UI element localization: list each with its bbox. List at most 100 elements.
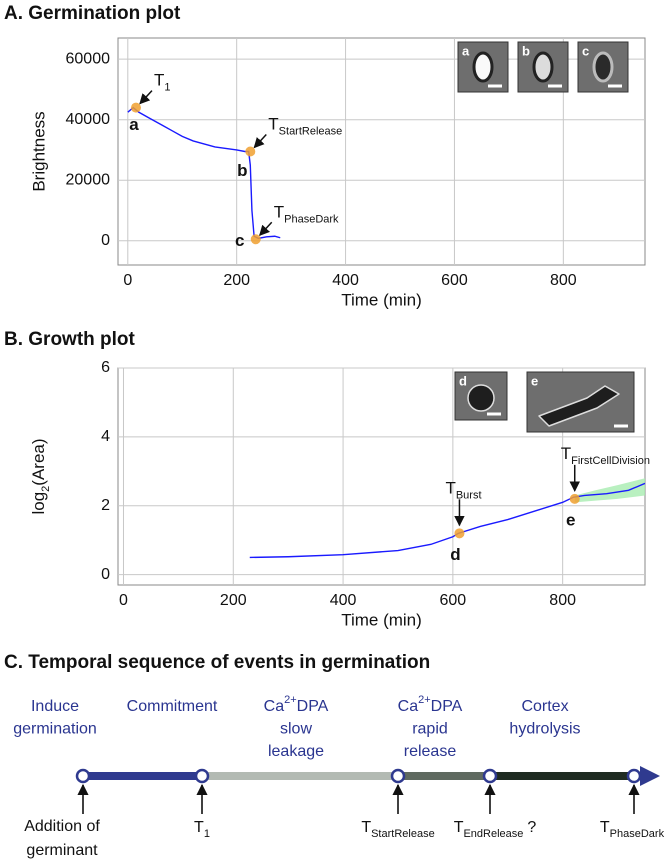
phase-label-part: DPA: [431, 698, 463, 715]
event-annotation: T1: [154, 71, 171, 93]
marker-label: TEndRelease?: [454, 819, 537, 840]
y-axis-label: Brightness: [29, 111, 48, 191]
event-annotation-part: T: [268, 115, 278, 134]
event-arrow: [259, 221, 273, 237]
event-arrow: [253, 133, 267, 149]
marker-label-part: T: [454, 819, 464, 836]
y-tick-label: 6: [101, 359, 110, 376]
phase-label: release: [404, 743, 457, 760]
event-marker: [245, 146, 256, 157]
x-tick-label: 0: [123, 272, 132, 289]
x-tick-label: 200: [220, 592, 247, 609]
phase-label: germination: [13, 721, 97, 738]
y-axis-label-part: log: [29, 492, 48, 515]
phase-label-part: Cortex: [521, 698, 568, 715]
marker-label-part: T: [361, 819, 371, 836]
event-annotation: TStartRelease: [268, 115, 342, 137]
event-annotation: TFirstCellDivision: [561, 444, 650, 466]
phase-label-part: DPA: [297, 698, 329, 715]
phase-label-part: Ca: [398, 698, 419, 715]
panel-title: C. Temporal sequence of events in germin…: [4, 652, 430, 673]
event-marker: [250, 234, 261, 245]
event-marker: [130, 102, 141, 113]
phase-label-part: release: [404, 743, 457, 760]
y-tick-label: 40000: [66, 111, 111, 128]
phase-label-part: Commitment: [127, 698, 218, 715]
timeline-node: [482, 768, 498, 784]
confidence-band: [574, 478, 645, 503]
event-annotation-part: StartRelease: [279, 125, 343, 137]
marker-label: TStartRelease: [361, 819, 434, 840]
cell-shape: [538, 385, 620, 427]
phase-label: leakage: [268, 743, 324, 760]
marker-label-part: T: [600, 819, 610, 836]
timeline-node: [75, 768, 91, 784]
event-label: c: [235, 231, 244, 250]
cell-shape: [472, 51, 494, 83]
y-tick-label: 0: [101, 232, 110, 249]
phase-label-part: germination: [13, 721, 97, 738]
x-tick-label: 400: [332, 272, 359, 289]
event-annotation-part: PhaseDark: [284, 213, 339, 225]
x-tick-label: 800: [550, 272, 577, 289]
event-marker: [454, 528, 465, 539]
marker-label-part: StartRelease: [371, 828, 435, 840]
x-tick-label: 600: [440, 592, 467, 609]
event-annotation-part: Burst: [456, 489, 482, 501]
event-annotation-part: T: [274, 203, 284, 222]
phase-label-part: hydrolysis: [509, 721, 580, 738]
y-tick-label: 20000: [66, 171, 111, 188]
phase-label: slow: [280, 721, 312, 738]
y-tick-label: 4: [101, 428, 110, 445]
x-axis-label: Time (min): [341, 610, 422, 629]
marker-label: TPhaseDark: [600, 819, 665, 840]
x-tick-label: 400: [330, 592, 357, 609]
timeline-node: [194, 768, 210, 784]
panel-title: B. Growth plot: [4, 329, 136, 350]
timeline-node: [626, 768, 642, 784]
marker-label-part: 1: [204, 828, 210, 840]
phase-label: Ca2+DPA: [264, 694, 329, 715]
phase-label-part: 2+: [284, 694, 297, 706]
inset-label: e: [531, 373, 538, 388]
inset-label: c: [582, 43, 589, 58]
y-axis-label-part: (Area): [29, 438, 48, 485]
event-label: d: [450, 545, 460, 564]
phase-label: rapid: [412, 721, 448, 738]
marker-label-part: ?: [527, 819, 536, 836]
inset-label: d: [459, 373, 467, 388]
event-label: b: [237, 161, 247, 180]
y-tick-label: 2: [101, 497, 110, 514]
phase-label: Cortex: [521, 698, 568, 715]
phase-label-part: slow: [280, 721, 312, 738]
marker-label-part: EndRelease: [463, 828, 523, 840]
x-axis-label: Time (min): [341, 290, 422, 309]
phase-label-part: Ca: [264, 698, 285, 715]
y-tick-label: 60000: [66, 50, 111, 67]
y-axis-label: log2(Area): [29, 438, 51, 514]
phase-label-part: leakage: [268, 743, 324, 760]
event-marker: [569, 493, 580, 504]
cell-shape: [592, 51, 614, 83]
marker-label: T1: [194, 819, 210, 840]
x-tick-label: 800: [549, 592, 576, 609]
marker-label: Addition of: [24, 818, 100, 835]
inset-label: b: [522, 43, 530, 58]
phase-label-part: Induce: [31, 698, 79, 715]
phase-label: hydrolysis: [509, 721, 580, 738]
data-line: [249, 482, 646, 559]
marker-label-part: T: [194, 819, 204, 836]
event-annotation-part: T: [445, 479, 455, 498]
x-tick-label: 200: [223, 272, 250, 289]
panel-title: A. Germination plot: [4, 3, 181, 24]
phase-label: Induce: [31, 698, 79, 715]
event-annotation: TPhaseDark: [274, 203, 339, 225]
event-label: e: [566, 510, 575, 529]
phase-label-part: 2+: [418, 694, 431, 706]
event-annotation-part: 1: [164, 82, 170, 94]
phase-label: Commitment: [127, 698, 218, 715]
marker-label-part: PhaseDark: [610, 828, 665, 840]
event-annotation-part: FirstCellDivision: [571, 455, 650, 467]
event-arrow: [139, 90, 153, 105]
